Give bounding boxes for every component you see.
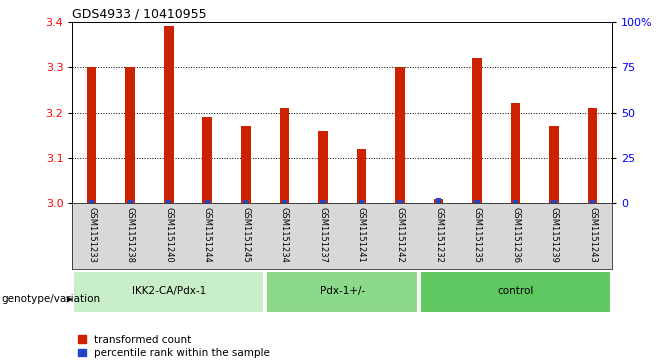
Bar (266, 271, 418, 313)
Bar (395, 67, 405, 203)
Bar (590, 200, 595, 203)
Bar (549, 126, 559, 203)
Text: GSM1151245: GSM1151245 (241, 207, 250, 262)
Bar (474, 200, 480, 203)
Text: IKK2-CA/Pdx-1: IKK2-CA/Pdx-1 (132, 286, 206, 296)
Bar (397, 200, 403, 203)
Bar (203, 117, 212, 203)
Bar (318, 131, 328, 203)
Bar (282, 200, 287, 203)
Bar (359, 200, 364, 203)
Bar (436, 198, 441, 203)
Text: genotype/variation: genotype/variation (1, 294, 101, 305)
Text: GDS4933 / 10410955: GDS4933 / 10410955 (72, 8, 207, 21)
Text: GSM1151236: GSM1151236 (511, 207, 520, 262)
Bar (513, 200, 519, 203)
Bar (126, 67, 135, 203)
Bar (166, 200, 171, 203)
Bar (87, 67, 97, 203)
Text: GSM1151241: GSM1151241 (357, 207, 366, 262)
Bar (280, 108, 289, 203)
Bar (164, 26, 174, 203)
Bar (420, 271, 611, 313)
Text: control: control (497, 286, 534, 296)
Bar (205, 200, 210, 203)
Text: Pdx-1+/-: Pdx-1+/- (320, 286, 365, 296)
Bar (89, 200, 94, 203)
Bar (511, 103, 520, 203)
Bar (241, 126, 251, 203)
Bar (357, 149, 367, 203)
Bar (551, 200, 557, 203)
Text: GSM1151240: GSM1151240 (164, 207, 173, 262)
Text: GSM1151232: GSM1151232 (434, 207, 443, 262)
Text: GSM1151237: GSM1151237 (318, 207, 328, 262)
Bar (588, 108, 597, 203)
Text: GSM1151243: GSM1151243 (588, 207, 597, 262)
Bar (73, 271, 265, 313)
Bar (128, 200, 133, 203)
Text: GSM1151239: GSM1151239 (549, 207, 559, 262)
Text: GSM1151238: GSM1151238 (126, 207, 135, 262)
Legend: transformed count, percentile rank within the sample: transformed count, percentile rank withi… (78, 335, 270, 358)
Bar (434, 199, 443, 203)
Text: GSM1151244: GSM1151244 (203, 207, 212, 262)
Text: GSM1151233: GSM1151233 (87, 207, 96, 262)
Bar (472, 58, 482, 203)
Bar (320, 200, 326, 203)
Bar (243, 200, 249, 203)
Text: GSM1151234: GSM1151234 (280, 207, 289, 262)
Text: GSM1151235: GSM1151235 (472, 207, 482, 262)
Text: GSM1151242: GSM1151242 (395, 207, 405, 262)
